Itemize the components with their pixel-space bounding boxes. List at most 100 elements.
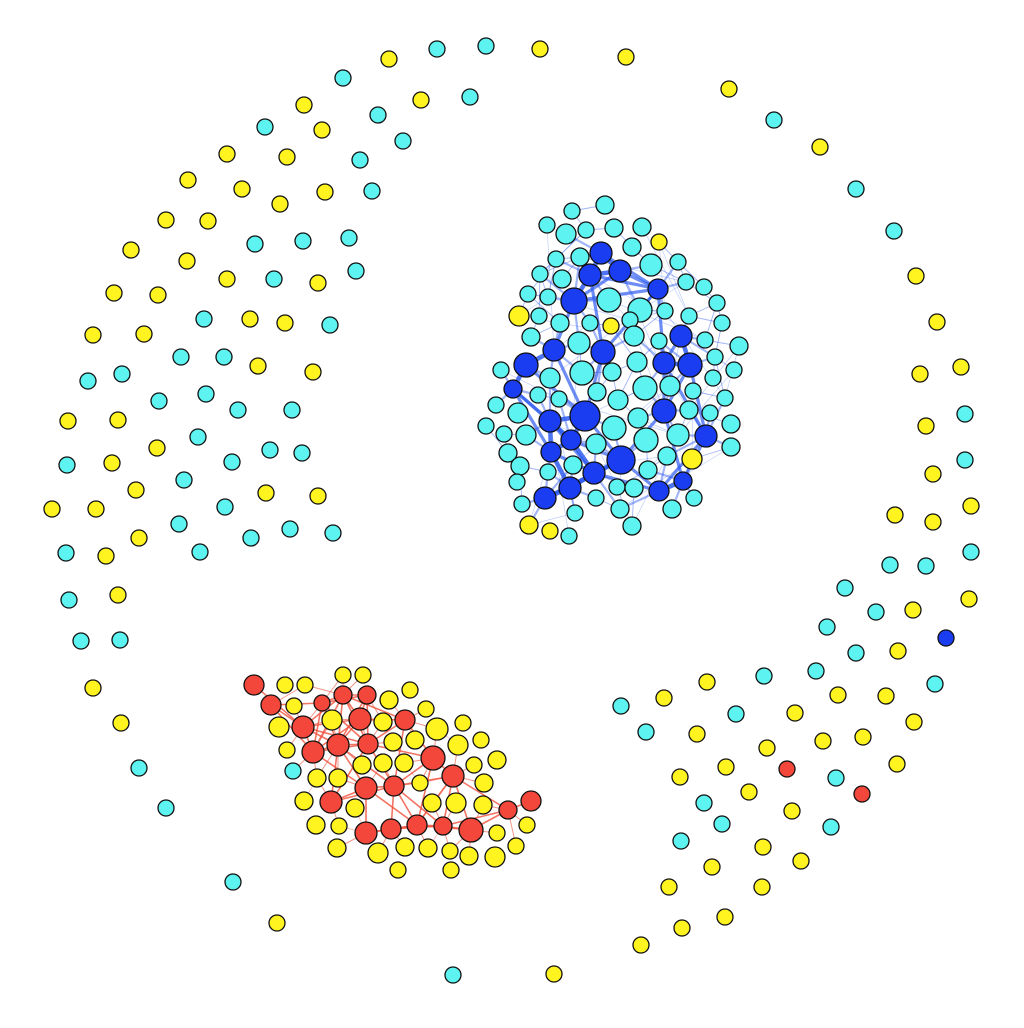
outer-node — [257, 484, 275, 502]
blue-cluster-node — [685, 489, 703, 507]
outer-node — [755, 667, 773, 685]
blue-cluster-node — [569, 400, 601, 432]
outer-node — [218, 270, 236, 288]
outer-node — [911, 365, 929, 383]
blue-cluster-node — [513, 352, 539, 378]
blue-cluster-node — [606, 445, 636, 475]
blue-cluster-edge — [641, 226, 690, 317]
outer-node — [854, 728, 872, 746]
red-cluster-node — [294, 791, 314, 811]
outer-node — [369, 106, 387, 124]
blue-cluster-node — [587, 382, 607, 402]
outer-node — [363, 182, 381, 200]
red-cluster-node — [445, 792, 467, 814]
outer-node — [316, 183, 334, 201]
blue-cluster-node — [716, 389, 734, 407]
outer-node — [157, 211, 175, 229]
blue-cluster-node — [508, 473, 526, 491]
outer-node — [293, 444, 311, 462]
red-cluster-node — [447, 734, 469, 756]
outer-node — [57, 544, 75, 562]
outer-node — [149, 286, 167, 304]
outer-node — [703, 858, 721, 876]
blue-cluster-node — [550, 313, 570, 333]
blue-cluster-node — [651, 398, 677, 424]
red-cluster-edge — [393, 719, 406, 787]
outer-node — [321, 316, 339, 334]
blue-cluster-edge — [546, 224, 555, 351]
red-cluster-node — [260, 694, 282, 716]
blue-cluster-node — [652, 351, 676, 375]
red-cluster-node — [348, 707, 372, 731]
red-cluster-node — [306, 815, 326, 835]
red-cluster-node — [459, 846, 479, 866]
red-cluster-node — [276, 676, 294, 694]
blue-cluster-node — [647, 278, 669, 300]
outer-node — [109, 411, 127, 429]
blue-cluster-node — [595, 195, 615, 215]
outer-node — [195, 310, 213, 328]
blue-cluster-edge — [511, 387, 553, 454]
blue-cluster-edge — [658, 241, 666, 312]
outer-node — [113, 365, 131, 383]
blue-cluster-node — [694, 424, 718, 448]
outer-node — [261, 441, 279, 459]
red-cluster-node — [313, 694, 331, 712]
red-cluster-node — [243, 674, 265, 696]
blue-cluster-node — [570, 247, 590, 267]
outer-node — [246, 235, 264, 253]
outer-node — [304, 363, 322, 381]
blue-cluster-node — [695, 278, 713, 296]
blue-cluster-node — [541, 522, 559, 540]
red-cluster-node — [379, 690, 399, 710]
red-cluster-node — [328, 768, 348, 788]
outer-node — [271, 195, 289, 213]
outer-node — [671, 768, 689, 786]
red-cluster-node — [465, 756, 483, 774]
outer-node — [917, 557, 935, 575]
outer-node — [216, 498, 234, 516]
outer-node — [822, 818, 840, 836]
blue-cluster-node — [487, 396, 505, 414]
outer-node — [836, 579, 854, 597]
blue-cluster-node — [602, 317, 620, 335]
red-cluster-node — [357, 685, 377, 705]
outer-node — [178, 252, 196, 270]
outer-node — [673, 919, 691, 937]
outer-node — [924, 465, 942, 483]
blue-cluster-node — [567, 331, 591, 355]
outer-node — [283, 401, 301, 419]
red-cluster-node — [354, 776, 378, 800]
outer-node — [477, 37, 495, 55]
red-cluster-node — [367, 842, 389, 864]
outer-node — [309, 274, 327, 292]
blue-cluster-node — [555, 223, 577, 245]
outer-node — [917, 417, 935, 435]
blue-cluster-node — [721, 437, 741, 457]
outer-node — [720, 80, 738, 98]
outer-node — [637, 723, 655, 741]
blue-cluster-node — [495, 425, 513, 443]
outer-node — [72, 632, 90, 650]
blue-cluster-node — [680, 307, 698, 325]
outer-node — [103, 454, 121, 472]
red-cluster-node — [380, 818, 402, 840]
blue-cluster-node — [569, 360, 595, 386]
outer-node — [105, 284, 123, 302]
outer-node — [811, 138, 829, 156]
outer-node — [612, 697, 630, 715]
outer-node — [229, 401, 247, 419]
outer-node — [256, 118, 274, 136]
blue-cluster-node — [681, 448, 703, 470]
outer-node — [847, 644, 865, 662]
outer-node — [960, 590, 978, 608]
red-cluster-node — [420, 745, 446, 771]
blue-cluster-node — [515, 424, 537, 446]
red-cluster-node — [401, 681, 419, 699]
outer-node — [380, 50, 398, 68]
red-cluster-node — [296, 676, 314, 694]
outer-node — [698, 673, 716, 691]
outer-node — [937, 629, 955, 647]
blue-cluster-edge — [658, 241, 690, 317]
